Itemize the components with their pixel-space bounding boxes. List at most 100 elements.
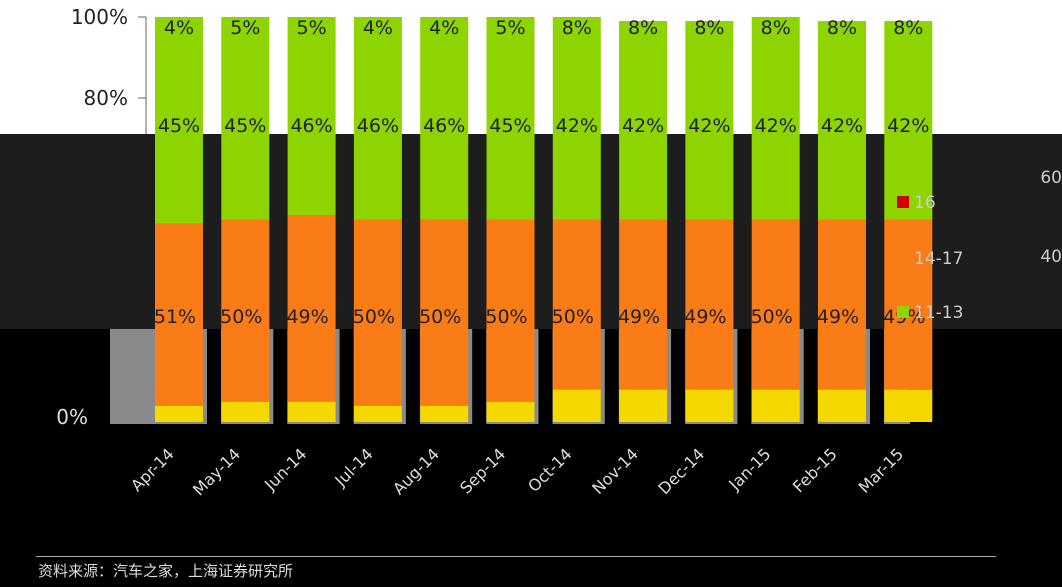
x-tick-label: Feb-15 [789, 444, 841, 496]
x-tick-label: Aug-14 [389, 444, 443, 498]
bar-label-bottom: 49% [684, 306, 726, 328]
bar-label-bottom: 51% [154, 306, 196, 328]
bar-segment [751, 219, 800, 390]
bar-segment [685, 219, 734, 390]
bar-segment [486, 219, 535, 402]
x-tick-label: Apr-14 [127, 444, 178, 495]
bar-segment [619, 21, 668, 220]
bar-label-mid: 42% [887, 115, 929, 137]
bar-label-mid: 45% [489, 115, 531, 137]
bar-label-mid: 46% [357, 115, 399, 137]
bar-segment [884, 219, 933, 390]
bar-label-top: 5% [230, 17, 260, 39]
legend-swatch [897, 306, 909, 318]
bar-segment [818, 389, 866, 422]
bar-label-top: 8% [827, 17, 857, 39]
gap-column [472, 329, 487, 424]
bar-segment [287, 401, 336, 422]
bar-label-bottom: 50% [552, 306, 594, 328]
bar-label-top: 5% [495, 17, 525, 39]
bar-segment [287, 215, 336, 402]
bar-segment [884, 21, 933, 220]
bar-segment [552, 17, 601, 220]
bar-label-bottom: 49% [618, 306, 660, 328]
bar-label-top: 4% [164, 17, 194, 39]
x-tick-label: Mar-15 [855, 444, 908, 497]
bar-segment [155, 223, 203, 406]
y-tick-label: 100% [71, 5, 128, 29]
legend-swatch [897, 196, 909, 208]
bar-segment [221, 17, 270, 220]
x-tick-label: Sep-14 [456, 444, 509, 497]
bar-label-top: 8% [562, 17, 592, 39]
source-divider [36, 556, 996, 557]
gap-column [604, 329, 619, 424]
gap-column [273, 329, 288, 424]
gap-column [737, 329, 752, 424]
bar-segment [420, 219, 469, 406]
gap-column [671, 329, 686, 424]
bar-label-bottom: 49% [817, 306, 859, 328]
source-note: 资料来源：汽车之家，上海证券研究所 [38, 562, 294, 580]
gap-column [870, 329, 884, 424]
bar-label-mid: 42% [821, 115, 863, 137]
x-tick-label: May-14 [189, 444, 244, 499]
right-tick-label: 40 [1040, 247, 1062, 267]
bar-label-mid: 45% [224, 115, 266, 137]
bar-label-mid: 42% [688, 115, 730, 137]
bar-label-mid: 45% [158, 115, 200, 137]
bar-segment [619, 389, 668, 422]
bar-segment [552, 219, 601, 390]
bar-label-bottom: 50% [220, 306, 262, 328]
x-tick-label: Jan-15 [724, 444, 774, 494]
bar-label-top: 5% [297, 17, 327, 39]
bar-segment [420, 405, 469, 422]
bar-segment [884, 389, 933, 422]
bar-label-top: 8% [893, 17, 923, 39]
gap-column [207, 329, 221, 424]
bar-segment [818, 21, 866, 220]
bar-label-bottom: 50% [419, 306, 461, 328]
bar-label-bottom: 50% [751, 306, 793, 328]
bar-segment [685, 389, 734, 422]
bar-label-bottom: 49% [286, 306, 328, 328]
x-tick-label: Nov-14 [588, 444, 642, 498]
bar-label-bottom: 50% [353, 306, 395, 328]
bar-segment [155, 17, 203, 224]
bar-label-mid: 42% [556, 115, 598, 137]
y-tick-label: 0% [56, 405, 88, 429]
x-tick-label: Dec-14 [654, 444, 708, 498]
x-tick-label: Jul-14 [330, 444, 376, 490]
bar-segment [552, 389, 601, 422]
bar-label-top: 4% [363, 17, 393, 39]
bar-label-top: 8% [628, 17, 658, 39]
gap-column [538, 329, 553, 424]
bar-segment [420, 17, 469, 220]
right-tick-label: 60 [1040, 168, 1062, 188]
bar-segment [486, 401, 535, 422]
y-tick-label: 80% [84, 86, 128, 110]
bar-segment [486, 17, 535, 220]
gap-column [936, 329, 951, 424]
gap-column [339, 329, 354, 424]
bar-segment [287, 17, 336, 216]
legend-label: 11-13 [914, 303, 963, 323]
bar-label-mid: 46% [423, 115, 465, 137]
legend-label: 14-17 [914, 249, 963, 269]
gap-column [803, 329, 818, 424]
bar-segment [818, 219, 866, 390]
bar-segment [155, 405, 203, 422]
bar-label-top: 8% [694, 17, 724, 39]
bar-label-top: 8% [761, 17, 791, 39]
bar-segment [353, 17, 402, 220]
x-tick-label: Jun-14 [260, 444, 310, 494]
bar-label-mid: 42% [755, 115, 797, 137]
bar-segment [221, 401, 270, 422]
bar-label-mid: 46% [290, 115, 332, 137]
bar-segment [353, 219, 402, 406]
bar-segment [353, 405, 402, 422]
gap-column [405, 329, 420, 424]
bar-label-bottom: 50% [485, 306, 527, 328]
legend-label: 16 [914, 193, 936, 213]
